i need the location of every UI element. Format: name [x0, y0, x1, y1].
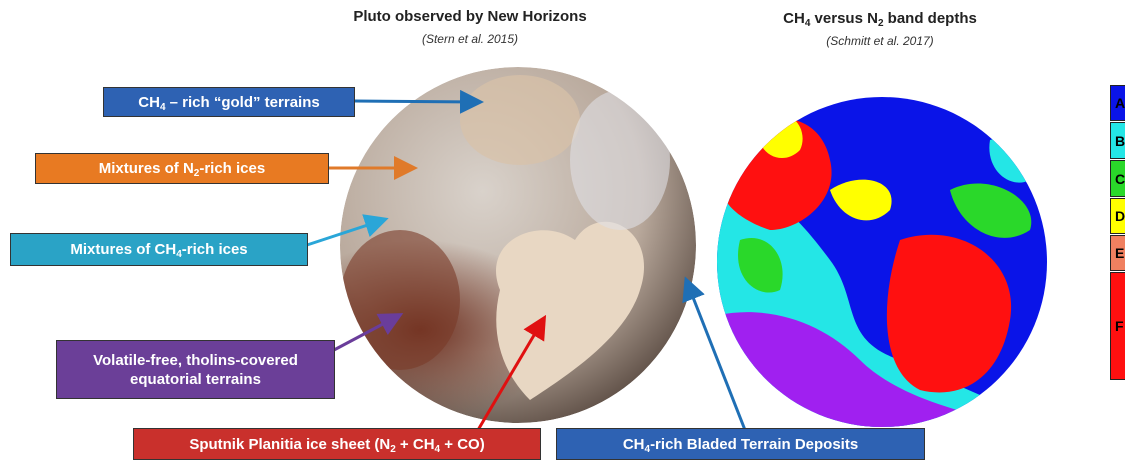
label-text: + CO): [440, 435, 485, 453]
title-part: band depths: [883, 10, 977, 27]
label-text: -rich ices: [181, 241, 248, 258]
arrow: [333, 313, 404, 352]
subscript: 4: [159, 101, 166, 113]
band-depth-map: [717, 97, 1047, 427]
arrow: [354, 89, 484, 114]
arrow: [682, 276, 747, 431]
legend-item: F: [1110, 272, 1125, 380]
subscript: 4: [804, 18, 811, 29]
label-box: Sputnik Planitia ice sheet (N2 + CH4 + C…: [133, 428, 541, 460]
label-text: Volatile-free, tholins-covered: [93, 351, 298, 369]
label-box: Mixtures of CH4-rich ices: [10, 233, 308, 266]
label-text: Sputnik Planitia ice sheet (N: [189, 435, 391, 453]
label-text: + CH: [395, 435, 435, 453]
label-text: CH: [622, 435, 645, 453]
arrow: [306, 214, 389, 247]
subscript: 4: [434, 443, 441, 455]
label-text: equatorial terrains: [130, 370, 261, 388]
label-box: CH4 – rich “gold” terrains: [103, 87, 355, 117]
source: (Schmitt et al. 2017): [826, 34, 934, 48]
label-text: CH: [138, 93, 160, 111]
legend-item: E: [1110, 235, 1125, 271]
legend-item: B: [1110, 122, 1125, 159]
label-text: -rich ices: [199, 160, 266, 177]
label-text: Mixtures of N: [98, 160, 194, 177]
label-text: – rich “gold” terrains: [165, 93, 320, 111]
source: (Stern et al. 2015): [421, 32, 519, 46]
subscript: 2: [390, 443, 396, 455]
label-text: Mixtures of CH: [70, 241, 177, 258]
arrow: [476, 314, 547, 431]
subscript: 4: [644, 443, 651, 455]
label-box: Volatile-free, tholins-covered equatorial…: [56, 340, 335, 399]
subscript: 2: [193, 168, 200, 179]
subscript: 2: [877, 18, 884, 29]
label-box: CH4-rich Bladed Terrain Deposits: [556, 428, 925, 460]
pluto-image: [340, 67, 696, 423]
title: Pluto observed by New Horizons: [353, 8, 587, 25]
title: CH4 versus N2 band depths: [740, 10, 1020, 29]
label-text: -rich Bladed Terrain Deposits: [650, 435, 859, 453]
title-part: versus N: [810, 10, 878, 27]
label-box: Mixtures of N2-rich ices: [35, 153, 329, 184]
subscript: 4: [176, 249, 182, 260]
title-part: CH: [783, 10, 805, 27]
legend-item: D: [1110, 198, 1125, 234]
legend-item: C: [1110, 160, 1125, 197]
legend-item: A: [1110, 85, 1125, 121]
